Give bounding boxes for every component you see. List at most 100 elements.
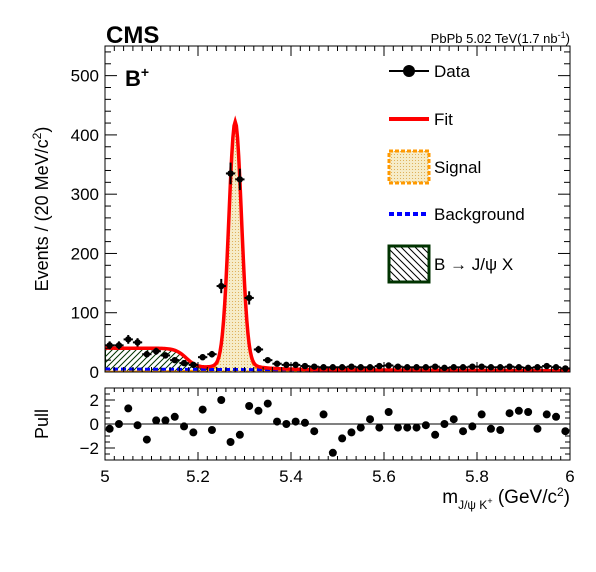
pull-point bbox=[328, 448, 337, 457]
main-y-tick-label: 500 bbox=[71, 67, 99, 86]
data-point bbox=[385, 362, 392, 369]
main-y-axis-label: Events / (20 MeV/c2) bbox=[30, 127, 52, 292]
data-point bbox=[125, 336, 132, 343]
pull-x-tick-label: 5.2 bbox=[186, 467, 210, 486]
data-point bbox=[413, 364, 420, 371]
pull-point bbox=[114, 420, 123, 428]
pull-point bbox=[170, 412, 179, 421]
data-point bbox=[562, 365, 569, 372]
pull-point bbox=[282, 420, 291, 428]
pull-point bbox=[561, 427, 570, 436]
cms-label: CMS bbox=[106, 22, 159, 49]
pull-point bbox=[291, 417, 300, 426]
data-point bbox=[115, 342, 123, 349]
data-point bbox=[218, 282, 225, 290]
data-point bbox=[273, 360, 281, 367]
pull-point bbox=[161, 416, 170, 425]
pull-point bbox=[468, 422, 477, 431]
data-point bbox=[236, 176, 244, 183]
pull-point bbox=[366, 415, 375, 424]
data-point bbox=[376, 362, 383, 370]
data-point bbox=[487, 364, 495, 371]
data-point bbox=[255, 346, 262, 353]
pull-point bbox=[459, 427, 468, 436]
pull-point bbox=[263, 399, 272, 408]
data-point bbox=[227, 170, 234, 177]
dataset-sup: -1 bbox=[558, 30, 566, 40]
data-point bbox=[524, 364, 532, 372]
signal-area bbox=[105, 119, 570, 372]
particle-label: B+ bbox=[125, 64, 149, 91]
pull-point bbox=[533, 424, 542, 433]
pull-point bbox=[142, 435, 151, 444]
data-point bbox=[106, 342, 113, 349]
pull-x-tick-label: 5 bbox=[100, 467, 109, 486]
xlabel-subsup: + bbox=[487, 496, 492, 506]
main-panel: 0 100 200 300 400 500 B+ Events / (20 MeV/c2) bbox=[30, 45, 571, 382]
data-point bbox=[515, 364, 523, 371]
pull-point bbox=[477, 410, 486, 419]
pull-x-tick-label: 5.4 bbox=[279, 467, 303, 486]
data-point bbox=[134, 339, 141, 346]
pull-point bbox=[375, 423, 384, 432]
data-point bbox=[292, 361, 299, 369]
data-point bbox=[506, 363, 513, 370]
main-y-tick-label: 100 bbox=[71, 304, 99, 323]
pull-point bbox=[486, 424, 495, 433]
pull-point bbox=[273, 417, 282, 426]
data-point bbox=[283, 361, 290, 369]
data-point bbox=[152, 348, 160, 355]
pull-point bbox=[254, 406, 263, 415]
data-point bbox=[348, 363, 355, 370]
dataset-prefix: PbPb 5.02 TeV(1.7 nb bbox=[431, 31, 558, 46]
xlabel-units-sup: 2 bbox=[557, 485, 564, 499]
pull-point bbox=[245, 402, 254, 410]
pull-panel: 5 5.2 5.4 5.6 5.8 6−202 Pull mJ/ψ K+ (GeV/c2) bbox=[32, 387, 575, 512]
data-point bbox=[208, 351, 216, 358]
legend-signal-label: Signal bbox=[434, 158, 481, 177]
pull-point bbox=[133, 421, 142, 430]
data-point bbox=[450, 364, 457, 371]
pull-point bbox=[514, 406, 523, 415]
data-point bbox=[552, 364, 560, 371]
xlabel-sub: J/ψ K bbox=[458, 498, 487, 512]
main-ylabel-sup: 2 bbox=[30, 132, 44, 139]
pull-point bbox=[217, 396, 226, 404]
data-point bbox=[459, 364, 467, 371]
main-y-tick-label: 0 bbox=[90, 363, 99, 382]
data-point bbox=[404, 364, 411, 371]
data-point bbox=[469, 363, 476, 370]
pull-point bbox=[403, 423, 412, 432]
data-point bbox=[422, 364, 430, 371]
particle-main: B bbox=[125, 66, 141, 91]
pull-y-axis-label: Pull bbox=[32, 409, 52, 439]
data-point bbox=[264, 356, 271, 364]
pull-point bbox=[412, 423, 421, 432]
pull-point bbox=[105, 424, 114, 433]
pull-point bbox=[496, 426, 505, 434]
pull-point bbox=[189, 428, 198, 437]
pull-y-tick-label: 2 bbox=[90, 391, 99, 410]
data-point bbox=[534, 364, 541, 371]
pull-y-tick-label: 0 bbox=[90, 415, 99, 434]
data-point bbox=[190, 361, 197, 369]
pull-x-tick-label: 5.6 bbox=[372, 467, 396, 486]
pull-point bbox=[226, 438, 235, 446]
data-point bbox=[441, 364, 448, 372]
pull-x-tick-label: 5.8 bbox=[465, 467, 489, 486]
legend-bjpsix-label: B → J/ψ X bbox=[434, 255, 513, 274]
legend-item-fit: Fit bbox=[389, 110, 453, 129]
data-point bbox=[394, 363, 402, 370]
legend: Data Fit Signal Background B → J/ψ X bbox=[387, 62, 525, 284]
pull-point bbox=[338, 434, 347, 443]
main-y-tick-label: 400 bbox=[71, 126, 99, 145]
pull-x-axis-label: mJ/ψ K+ (GeV/c2) bbox=[442, 485, 570, 512]
data-point bbox=[543, 362, 550, 370]
pull-point bbox=[300, 418, 309, 427]
legend-bjpsix-swatch bbox=[387, 244, 431, 284]
legend-background-label: Background bbox=[434, 205, 525, 224]
data-point bbox=[497, 364, 504, 371]
data-point bbox=[478, 363, 485, 370]
xlabel-main: m bbox=[442, 487, 458, 508]
